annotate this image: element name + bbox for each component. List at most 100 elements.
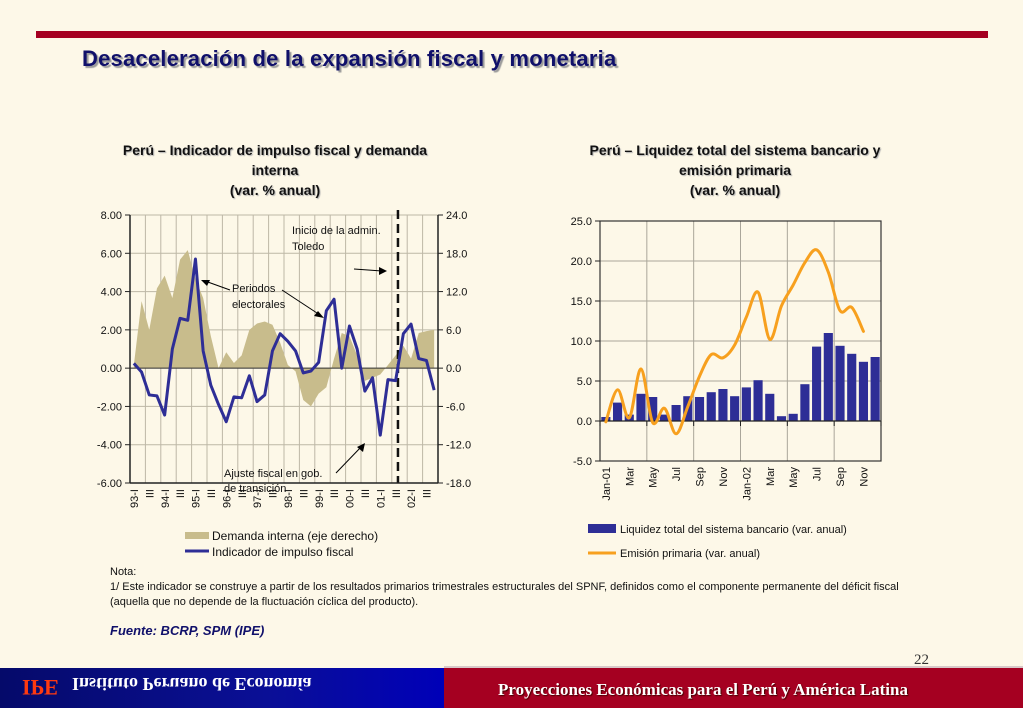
x-tick-label: Mar <box>624 467 636 486</box>
bar-liquidez <box>835 345 845 421</box>
y-tick-label-left: 4.00 <box>101 287 122 299</box>
bar-liquidez <box>765 393 775 421</box>
x-tick-label: 97-I <box>252 489 264 508</box>
x-tick-label: III <box>237 489 249 498</box>
x-tick-label: 95-I <box>191 489 203 508</box>
bar-liquidez <box>812 346 822 421</box>
slide-title: Desaceleración de la expansión fiscal y … <box>82 46 617 71</box>
y-tick-label: 0.0 <box>577 416 592 428</box>
x-tick-label: 00-I <box>345 489 357 508</box>
x-tick-label: Sep <box>695 467 707 487</box>
legend-label-liquidez: Liquidez total del sistema bancario (var… <box>620 524 847 536</box>
bar-liquidez <box>776 416 787 421</box>
x-tick-label: III <box>268 489 280 498</box>
y-tick-label-right: 18.0 <box>446 248 467 260</box>
legend-label-impulso: Indicador de impulso fiscal <box>212 545 353 559</box>
bar-liquidez <box>870 357 880 421</box>
bar-liquidez <box>718 389 728 421</box>
annotation-toledo-line1: Inicio de la admin. <box>292 225 381 237</box>
x-tick-label: Nov <box>858 467 870 487</box>
x-tick-label: III <box>329 489 341 498</box>
footnote: Nota: 1/ Este indicador se construye a p… <box>110 565 910 610</box>
y-tick-label-right: 6.0 <box>446 325 461 337</box>
y-tick-label: 15.0 <box>571 296 592 308</box>
y-tick-label-left: 6.00 <box>101 248 122 260</box>
x-tick-label: Jul <box>812 467 824 481</box>
title-rule <box>36 31 988 38</box>
chart-1-title-line: Perú – Indicador de impulso fiscal y dem… <box>122 142 428 158</box>
x-tick-label: Mar <box>765 467 777 486</box>
y-tick-label-left: 2.00 <box>101 325 122 337</box>
chart-2-title-line: emisión primaria <box>678 162 792 178</box>
line-impulso-fiscal <box>132 257 436 437</box>
x-tick-label: May <box>648 467 660 488</box>
arrow-toledo <box>353 268 383 272</box>
x-tick-label: III <box>422 489 434 498</box>
page-number: 22 <box>914 652 929 668</box>
x-tick-label: Nov <box>718 467 730 487</box>
x-tick-label: III <box>360 489 372 498</box>
x-tick-label: Jul <box>671 467 683 481</box>
chart-liquidity: 25.0 20.0 15.0 10.0 5.0 0.0 -5.0 Jan-01 Mar May J… <box>571 216 882 560</box>
annotation-electoral-line1: Periodos <box>232 283 276 295</box>
legend-swatch-demanda <box>185 532 209 539</box>
bar-liquidez <box>823 333 833 421</box>
footer-divider <box>444 666 1023 668</box>
x-tick-label: III <box>391 489 403 498</box>
y-tick-label-right: -18.0 <box>446 478 471 490</box>
x-tick-label: Sep <box>835 467 847 487</box>
institute-name: Instituto Peruano de Economía <box>72 674 312 694</box>
arrow-electoral-1 <box>204 280 231 291</box>
x-tick-label: 96-I <box>221 489 233 508</box>
x-tick-label: III <box>206 489 218 498</box>
chart-fiscal-impulse: 8.00 6.00 4.00 2.00 0.00 -2.00 -4.00 -6.00 24.0… <box>97 210 471 559</box>
y-tick-label: -5.0 <box>573 456 592 468</box>
chart-1-title-line: (var. % anual) <box>229 182 321 198</box>
footnote-text: 1/ Este indicador se construye a partir … <box>110 581 899 608</box>
y-tick-label-right: 12.0 <box>446 287 467 299</box>
x-tick-label: 99-I <box>314 489 326 508</box>
y-tick-label: 10.0 <box>571 336 592 348</box>
y-tick-label-left: 0.00 <box>101 363 122 375</box>
bar-liquidez <box>706 392 716 421</box>
x-tick-label: 02-I <box>406 489 418 508</box>
arrow-electoral-2 <box>281 289 321 316</box>
footer-left-band <box>0 668 444 708</box>
y-tick-label-left: -2.00 <box>97 401 122 413</box>
y-tick-label-left: 8.00 <box>101 210 122 222</box>
source-label: Fuente: BCRP, SPM (IPE) <box>110 623 265 638</box>
bar-liquidez <box>800 384 810 421</box>
bar-liquidez <box>788 413 798 421</box>
y-tick-label-right: -6.0 <box>446 401 465 413</box>
y-tick-label: 25.0 <box>571 216 592 228</box>
annotation-adjustment-line2: de transición <box>224 483 286 495</box>
x-tick-label: III <box>298 489 310 498</box>
y-tick-label-right: -12.0 <box>446 440 471 452</box>
chart-1-title-line: interna <box>251 162 299 178</box>
x-tick-label: 93-I <box>129 489 141 508</box>
bar-liquidez <box>671 405 681 421</box>
arrowhead-electoral-2 <box>314 311 324 318</box>
annotation-electoral-line2: electorales <box>232 299 286 311</box>
arrowhead-electoral-1 <box>201 280 210 286</box>
legend-swatch-liquidez <box>588 524 616 533</box>
chart-1-title: Perú – Indicador de impulso fiscal y dem… <box>95 140 455 200</box>
footer-tagline: Proyecciones Económicas para el Perú y A… <box>498 680 908 699</box>
y-tick-label: 20.0 <box>571 256 592 268</box>
ipe-logo: IPE <box>22 675 59 700</box>
x-tick-label: Jan-02 <box>741 467 753 501</box>
x-tick-label: 98-I <box>283 489 295 508</box>
chart-2-title: Perú – Liquidez total del sistema bancar… <box>555 140 915 200</box>
bar-liquidez <box>612 402 623 421</box>
x-tick-label: III <box>144 489 156 498</box>
y-tick-label-right: 0.0 <box>446 363 461 375</box>
x-tick-label: Jan-01 <box>601 467 613 501</box>
arrowhead-toledo <box>379 267 387 275</box>
bar-liquidez <box>753 380 763 421</box>
arrowhead-adjustment <box>357 443 365 452</box>
arrow-adjustment <box>335 445 363 474</box>
bar-liquidez <box>648 397 658 421</box>
y-tick-label: 5.0 <box>577 376 592 388</box>
bar-liquidez <box>847 353 857 421</box>
legend-label-emision: Emisión primaria (var. anual) <box>620 548 760 560</box>
